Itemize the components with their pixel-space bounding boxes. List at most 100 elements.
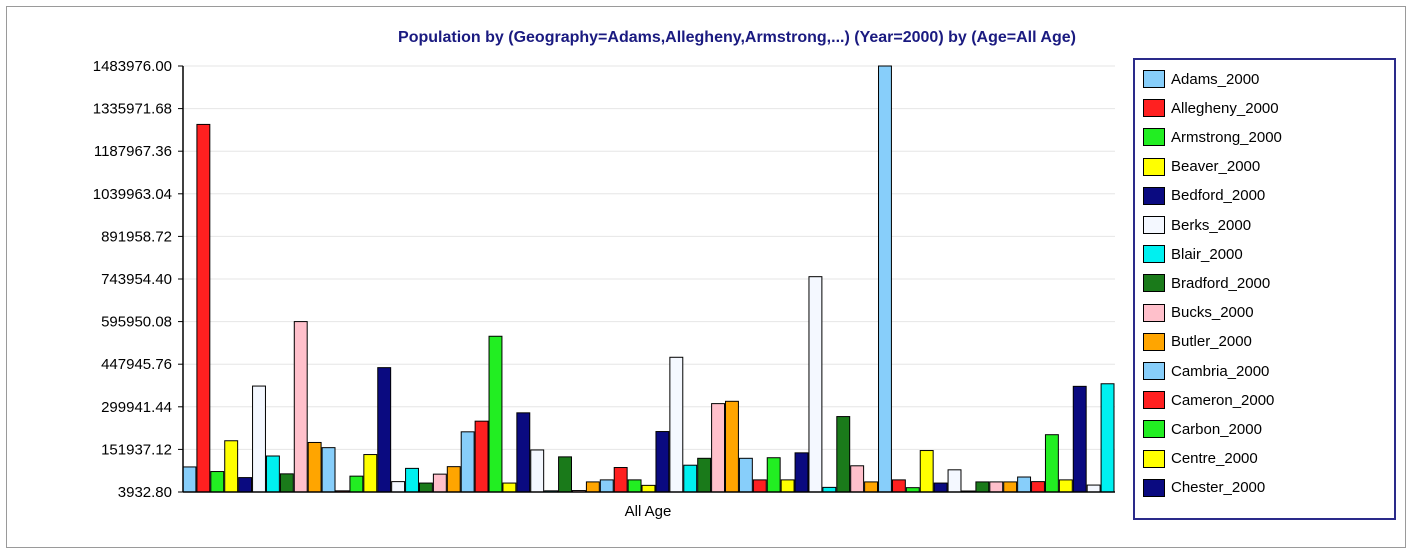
bar bbox=[1003, 481, 1018, 493]
y-tick-label: 1187967.36 bbox=[94, 143, 172, 160]
bar bbox=[502, 482, 517, 493]
bar bbox=[1072, 385, 1087, 493]
y-axis-ticks: 1483976.00 1335971.68 1187967.36 1039963.04… bbox=[93, 58, 183, 501]
bar bbox=[947, 469, 962, 493]
legend-item: Allegheny_2000 bbox=[1143, 97, 1279, 119]
bars bbox=[182, 65, 1115, 493]
bar bbox=[279, 473, 294, 493]
bar bbox=[975, 481, 990, 493]
legend-label: Beaver_2000 bbox=[1171, 158, 1261, 176]
legend-label: Cambria_2000 bbox=[1171, 362, 1270, 380]
legend-item: Blair_2000 bbox=[1143, 243, 1243, 265]
legend-swatch bbox=[1143, 186, 1165, 205]
legend-label: Butler_2000 bbox=[1171, 333, 1252, 351]
y-tick-label: 1483976.00 bbox=[93, 58, 172, 75]
y-tick-label: 3932.80 bbox=[118, 484, 172, 501]
bar bbox=[766, 457, 781, 493]
legend-item: Cambria_2000 bbox=[1143, 360, 1269, 382]
bar bbox=[641, 484, 656, 493]
y-tick-label: 891958.72 bbox=[101, 228, 172, 245]
bar bbox=[224, 440, 239, 493]
bar bbox=[377, 367, 392, 493]
bar bbox=[516, 412, 531, 493]
legend-swatch bbox=[1143, 274, 1165, 293]
bar bbox=[1031, 481, 1045, 493]
y-tick-label: 595950.08 bbox=[101, 314, 172, 331]
bar bbox=[238, 477, 253, 493]
legend-swatch bbox=[1143, 245, 1165, 264]
legend-swatch bbox=[1143, 391, 1165, 410]
bar bbox=[558, 456, 572, 493]
legend-item: Adams_2000 bbox=[1143, 68, 1259, 90]
y-tick-label: 743954.40 bbox=[101, 271, 172, 288]
bar bbox=[683, 464, 698, 493]
legend-item: Bedford_2000 bbox=[1143, 185, 1265, 207]
legend-label: Carbon_2000 bbox=[1171, 420, 1262, 438]
bar bbox=[989, 481, 1004, 493]
legend: Adams_2000 Allegheny_2000 Armstrong_2000 Be… bbox=[1133, 58, 1396, 520]
bar bbox=[446, 466, 461, 493]
legend-label: Chester_2000 bbox=[1171, 479, 1266, 497]
bar bbox=[1044, 434, 1059, 493]
bar bbox=[1086, 484, 1101, 493]
bar bbox=[210, 471, 225, 493]
y-tick-label: 1335971.68 bbox=[93, 101, 172, 118]
legend-swatch bbox=[1143, 157, 1165, 176]
legend-item: Chester_2000 bbox=[1143, 477, 1265, 499]
bar bbox=[460, 431, 475, 493]
legend-swatch bbox=[1143, 449, 1165, 468]
legend-item: Armstrong_2000 bbox=[1143, 126, 1282, 148]
bar bbox=[891, 479, 906, 493]
legend-item: Beaver_2000 bbox=[1143, 156, 1260, 178]
bar bbox=[669, 356, 684, 493]
chart-title: Population by (Geography=Adams,Allegheny… bbox=[398, 29, 1076, 46]
legend-label: Cameron_2000 bbox=[1171, 391, 1275, 409]
legend-swatch bbox=[1143, 332, 1165, 351]
bar bbox=[613, 467, 628, 493]
legend-swatch bbox=[1143, 216, 1165, 234]
bar bbox=[585, 481, 600, 493]
bar bbox=[363, 454, 378, 493]
axes bbox=[182, 66, 1115, 493]
bar bbox=[850, 465, 865, 493]
legend-label: Bradford_2000 bbox=[1171, 274, 1271, 292]
bar bbox=[432, 473, 447, 493]
bar bbox=[252, 385, 266, 493]
bar bbox=[836, 416, 851, 493]
bar bbox=[321, 447, 336, 493]
bar bbox=[1058, 479, 1073, 493]
bar bbox=[530, 449, 545, 493]
plot-area: 1483976.00 1335971.68 1187967.36 1039963.04… bbox=[93, 58, 1115, 520]
legend-swatch bbox=[1143, 362, 1165, 380]
gridlines bbox=[183, 65, 1115, 493]
bar bbox=[599, 479, 614, 493]
legend-label: Centre_2000 bbox=[1171, 450, 1258, 468]
bar bbox=[711, 403, 726, 493]
bar bbox=[919, 450, 934, 493]
bar bbox=[780, 479, 795, 493]
legend-swatch bbox=[1143, 303, 1165, 322]
bar bbox=[405, 467, 419, 493]
bar bbox=[794, 452, 809, 493]
legend-label: Adams_2000 bbox=[1171, 70, 1260, 88]
bar bbox=[878, 65, 892, 493]
bar bbox=[627, 479, 642, 493]
bar bbox=[655, 431, 670, 493]
legend-item: Cameron_2000 bbox=[1143, 389, 1274, 411]
y-tick-label: 1039963.04 bbox=[93, 186, 172, 203]
bar bbox=[864, 481, 879, 493]
bar bbox=[808, 276, 823, 493]
legend-label: Berks_2000 bbox=[1171, 216, 1252, 234]
bar bbox=[265, 455, 280, 493]
bar bbox=[196, 123, 211, 493]
legend-label: Bucks_2000 bbox=[1171, 304, 1254, 322]
bar bbox=[293, 321, 308, 493]
bar bbox=[307, 441, 322, 493]
bar bbox=[933, 482, 948, 493]
legend-label: Blair_2000 bbox=[1171, 245, 1243, 263]
legend-label: Bedford_2000 bbox=[1171, 187, 1266, 205]
legend-label: Allegheny_2000 bbox=[1171, 99, 1279, 117]
bar bbox=[488, 335, 503, 493]
legend-swatch bbox=[1143, 99, 1165, 118]
bar bbox=[738, 457, 753, 493]
